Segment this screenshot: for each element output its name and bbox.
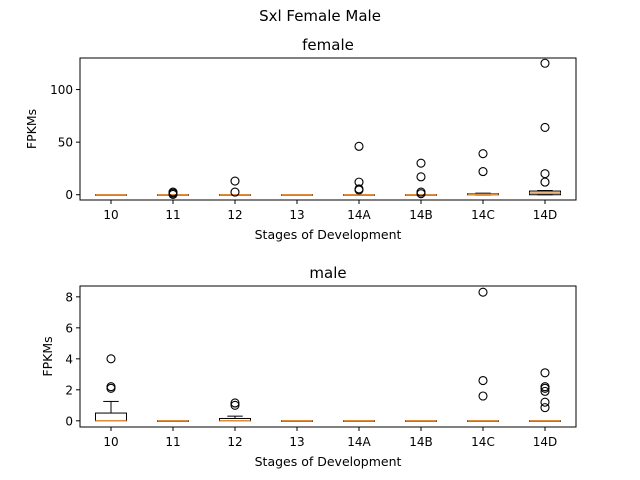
subplot-title: male bbox=[309, 264, 346, 282]
outlier-point bbox=[354, 184, 364, 194]
outlier-point bbox=[478, 149, 488, 159]
outlier-point bbox=[230, 398, 240, 408]
outlier-point bbox=[106, 382, 116, 392]
x-tick-label: 13 bbox=[289, 435, 304, 449]
y-tick-label: 4 bbox=[65, 352, 73, 366]
outlier-point bbox=[478, 391, 488, 401]
outlier-point bbox=[168, 187, 178, 197]
x-tick-label: 10 bbox=[103, 208, 118, 222]
outlier-point bbox=[230, 187, 240, 197]
box-iqr bbox=[95, 412, 127, 422]
x-tick-label: 13 bbox=[289, 208, 304, 222]
x-tick-label: 14C bbox=[471, 435, 495, 449]
outlier-point bbox=[354, 141, 364, 151]
x-tick-label: 11 bbox=[165, 435, 180, 449]
outlier-point bbox=[540, 386, 550, 396]
y-tick-label: 100 bbox=[50, 83, 73, 97]
x-tick-label: 14C bbox=[471, 208, 495, 222]
x-axis-label: Stages of Development bbox=[255, 227, 402, 242]
outlier-point bbox=[540, 169, 550, 179]
outlier-point bbox=[416, 172, 426, 182]
outlier-point bbox=[416, 158, 426, 168]
plot-area-frame bbox=[79, 57, 577, 201]
outlier-point bbox=[540, 177, 550, 187]
outlier-point bbox=[106, 354, 116, 364]
outlier-point bbox=[540, 122, 550, 132]
figure-suptitle: Sxl Female Male bbox=[259, 7, 381, 25]
x-tick-label: 14A bbox=[347, 435, 371, 449]
outlier-point bbox=[540, 403, 550, 413]
y-tick-label: 50 bbox=[58, 136, 73, 150]
y-tick-label: 0 bbox=[65, 414, 73, 428]
outlier-point bbox=[540, 382, 550, 392]
outlier-point bbox=[540, 58, 550, 68]
x-axis-label: Stages of Development bbox=[255, 454, 402, 469]
y-tick-label: 0 bbox=[65, 188, 73, 202]
outlier-point bbox=[540, 368, 550, 378]
x-tick-label: 14B bbox=[409, 435, 433, 449]
y-tick-label: 6 bbox=[65, 321, 73, 335]
x-tick-label: 14A bbox=[347, 208, 371, 222]
y-axis-label: FPKMs bbox=[40, 336, 55, 376]
outlier-point bbox=[230, 176, 240, 186]
x-tick-label: 11 bbox=[165, 208, 180, 222]
outlier-point bbox=[230, 400, 240, 410]
y-tick-label: 8 bbox=[65, 290, 73, 304]
x-tick-label: 10 bbox=[103, 435, 118, 449]
outlier-point bbox=[354, 177, 364, 187]
plot-area-frame bbox=[79, 285, 577, 428]
x-tick-label: 14B bbox=[409, 208, 433, 222]
x-tick-label: 14D bbox=[533, 208, 558, 222]
outlier-point bbox=[478, 287, 488, 297]
x-tick-label: 12 bbox=[227, 435, 242, 449]
y-axis-label: FPKMs bbox=[24, 109, 39, 149]
outlier-point bbox=[416, 187, 426, 197]
outlier-point bbox=[540, 397, 550, 407]
x-tick-label: 12 bbox=[227, 208, 242, 222]
y-tick-label: 2 bbox=[65, 383, 73, 397]
subplot-title: female bbox=[302, 36, 354, 54]
outlier-point bbox=[478, 167, 488, 177]
x-tick-label: 14D bbox=[533, 435, 558, 449]
outlier-point bbox=[478, 375, 488, 386]
